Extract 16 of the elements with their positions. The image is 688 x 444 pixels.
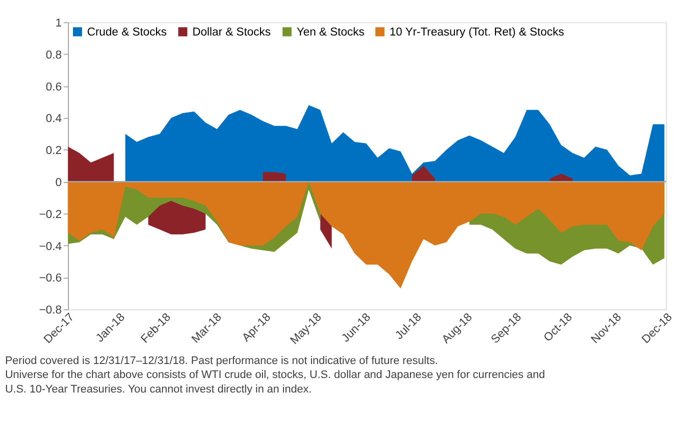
y-tick-label: −0.4 [39, 240, 62, 253]
text: Universe for the chart above consists of WTI crude oil, stocks, U.S. dollar and Japanese yen for currencies and U.S. 10-Year Treasuries. You cannot invest directly in an index. [5, 369, 545, 396]
y-tick-label: 0.2 [46, 145, 62, 158]
legend-label: Yen & Stocks [296, 26, 365, 39]
y-tick-label: 0.6 [46, 81, 62, 94]
y-tick-label: −0.2 [39, 208, 62, 221]
y-tick-label: 0 [55, 177, 62, 189]
y-tick-label: 0.8 [46, 49, 62, 62]
legend-label: Crude & Stocks [87, 26, 168, 39]
y-tick-label: −0.6 [39, 272, 62, 285]
y-tick-label: 1 [55, 18, 62, 30]
text: Period covered is 12/31/17–12/31/18. Past performance is not indicative of future results. [5, 354, 438, 367]
y-tick-label: 0.4 [46, 113, 62, 126]
legend-label: 10 Yr-Treasury (Tot. Ret) & Stocks [389, 26, 564, 39]
y-tick-label: −0.8 [39, 304, 62, 317]
legend-label: Dollar & Stocks [192, 26, 271, 39]
